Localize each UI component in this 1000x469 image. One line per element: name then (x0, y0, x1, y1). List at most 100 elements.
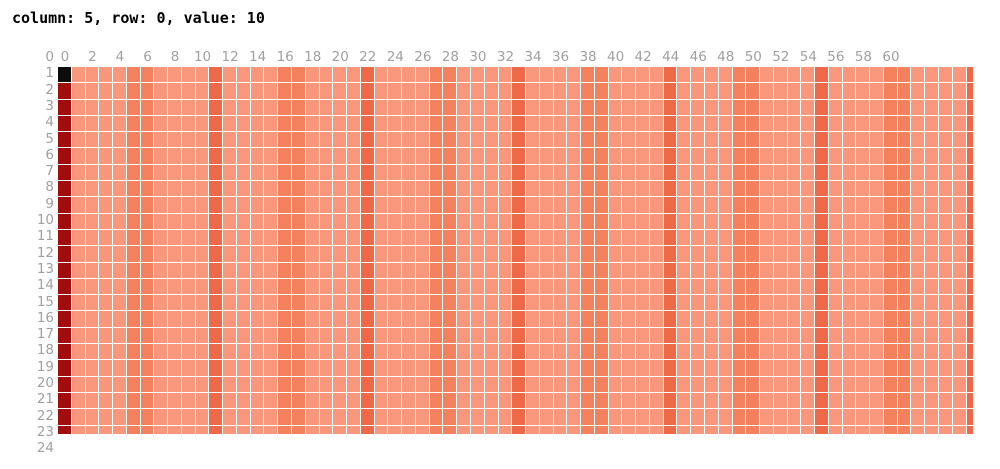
heatmap-cell[interactable] (250, 344, 265, 361)
heatmap-cell[interactable] (181, 360, 196, 377)
heatmap-cell[interactable] (140, 360, 155, 377)
heatmap-cell[interactable] (140, 213, 155, 230)
heatmap-cell[interactable] (856, 83, 871, 100)
heatmap-cell[interactable] (815, 376, 829, 393)
heatmap-cell[interactable] (539, 311, 554, 328)
heatmap-cell[interactable] (209, 229, 224, 247)
heatmap-cell[interactable] (883, 213, 898, 230)
heatmap-cell[interactable] (305, 376, 320, 393)
heatmap-cell[interactable] (113, 67, 127, 84)
heatmap-cell[interactable] (828, 425, 843, 434)
heatmap-cell[interactable] (663, 409, 678, 426)
heatmap-cell[interactable] (333, 360, 348, 377)
heatmap-cell[interactable] (223, 262, 237, 279)
heatmap-cell[interactable] (622, 327, 637, 345)
heatmap-cell[interactable] (443, 132, 458, 149)
heatmap-cell[interactable] (925, 99, 939, 116)
heatmap-cell[interactable] (126, 360, 141, 377)
heatmap-cell[interactable] (581, 164, 595, 182)
heatmap-cell[interactable] (856, 262, 871, 279)
heatmap-cell[interactable] (181, 425, 196, 434)
heatmap-cell[interactable] (113, 181, 127, 198)
heatmap-cell[interactable] (691, 311, 705, 328)
heatmap-cell[interactable] (553, 295, 568, 312)
heatmap-cell[interactable] (801, 295, 816, 312)
heatmap-cell[interactable] (443, 115, 458, 133)
heatmap-cell[interactable] (195, 392, 210, 410)
heatmap-cell[interactable] (429, 311, 444, 328)
heatmap-cell[interactable] (787, 115, 802, 133)
heatmap-cell[interactable] (58, 213, 72, 230)
heatmap-cell[interactable] (347, 83, 361, 100)
heatmap-cell[interactable] (126, 311, 141, 328)
heatmap-cell[interactable] (636, 181, 650, 198)
heatmap-cell[interactable] (636, 132, 650, 149)
heatmap-cell[interactable] (498, 213, 513, 230)
heatmap-cell[interactable] (870, 148, 884, 165)
heatmap-cell[interactable] (815, 83, 829, 100)
heatmap-cell[interactable] (897, 148, 912, 165)
heatmap-cell[interactable] (704, 148, 719, 165)
heatmap-cell[interactable] (526, 392, 540, 410)
heatmap-cell[interactable] (333, 181, 348, 198)
heatmap-cell[interactable] (71, 229, 86, 247)
heatmap-cell[interactable] (897, 229, 912, 247)
heatmap-cell[interactable] (429, 425, 444, 434)
heatmap-cell[interactable] (883, 246, 898, 263)
heatmap-cell[interactable] (746, 376, 761, 393)
heatmap-cell[interactable] (85, 213, 100, 230)
heatmap-cell[interactable] (801, 344, 816, 361)
heatmap-cell[interactable] (85, 148, 100, 165)
heatmap-cell[interactable] (760, 392, 774, 410)
heatmap-cell[interactable] (347, 360, 361, 377)
heatmap-cell[interactable] (732, 425, 747, 434)
heatmap-cell[interactable] (939, 115, 953, 133)
heatmap-cell[interactable] (195, 181, 210, 198)
heatmap-cell[interactable] (842, 278, 857, 296)
heatmap-cell[interactable] (484, 132, 499, 149)
heatmap-cell[interactable] (608, 425, 623, 434)
heatmap-cell[interactable] (429, 376, 444, 393)
heatmap-cell[interactable] (168, 115, 182, 133)
heatmap-cell[interactable] (250, 278, 265, 296)
heatmap-cell[interactable] (470, 246, 485, 263)
heatmap-cell[interactable] (608, 213, 623, 230)
heatmap-cell[interactable] (195, 197, 210, 214)
heatmap-cell[interactable] (856, 344, 871, 361)
heatmap-cell[interactable] (952, 164, 967, 182)
heatmap-cell[interactable] (649, 392, 664, 410)
heatmap-cell[interactable] (718, 360, 733, 377)
heatmap-cell[interactable] (649, 164, 664, 182)
heatmap-cell[interactable] (498, 115, 513, 133)
heatmap-cell[interactable] (154, 409, 169, 426)
heatmap-cell[interactable] (278, 409, 293, 426)
heatmap-cell[interactable] (195, 409, 210, 426)
heatmap-cell[interactable] (85, 83, 100, 100)
heatmap-cell[interactable] (925, 392, 939, 410)
heatmap-cell[interactable] (897, 83, 912, 100)
heatmap-cell[interactable] (209, 392, 224, 410)
heatmap-cell[interactable] (622, 213, 637, 230)
heatmap-cell[interactable] (457, 262, 471, 279)
heatmap-cell[interactable] (732, 213, 747, 230)
heatmap-cell[interactable] (319, 360, 334, 377)
heatmap-cell[interactable] (594, 213, 609, 230)
heatmap-cell[interactable] (113, 311, 127, 328)
heatmap-cell[interactable] (305, 295, 320, 312)
heatmap-cell[interactable] (484, 327, 499, 345)
heatmap-cell[interactable] (457, 344, 471, 361)
heatmap-cell[interactable] (718, 278, 733, 296)
heatmap-cell[interactable] (457, 392, 471, 410)
heatmap-cell[interactable] (925, 278, 939, 296)
heatmap-cell[interactable] (732, 278, 747, 296)
heatmap-cell[interactable] (746, 425, 761, 434)
heatmap-cell[interactable] (498, 295, 513, 312)
heatmap-cell[interactable] (209, 425, 224, 434)
heatmap-cell[interactable] (773, 392, 788, 410)
heatmap-cell[interactable] (815, 425, 829, 434)
heatmap-cell[interactable] (71, 278, 86, 296)
heatmap-cell[interactable] (360, 392, 375, 410)
heatmap-cell[interactable] (484, 115, 499, 133)
heatmap-cell[interactable] (567, 278, 582, 296)
heatmap-cell[interactable] (374, 115, 389, 133)
